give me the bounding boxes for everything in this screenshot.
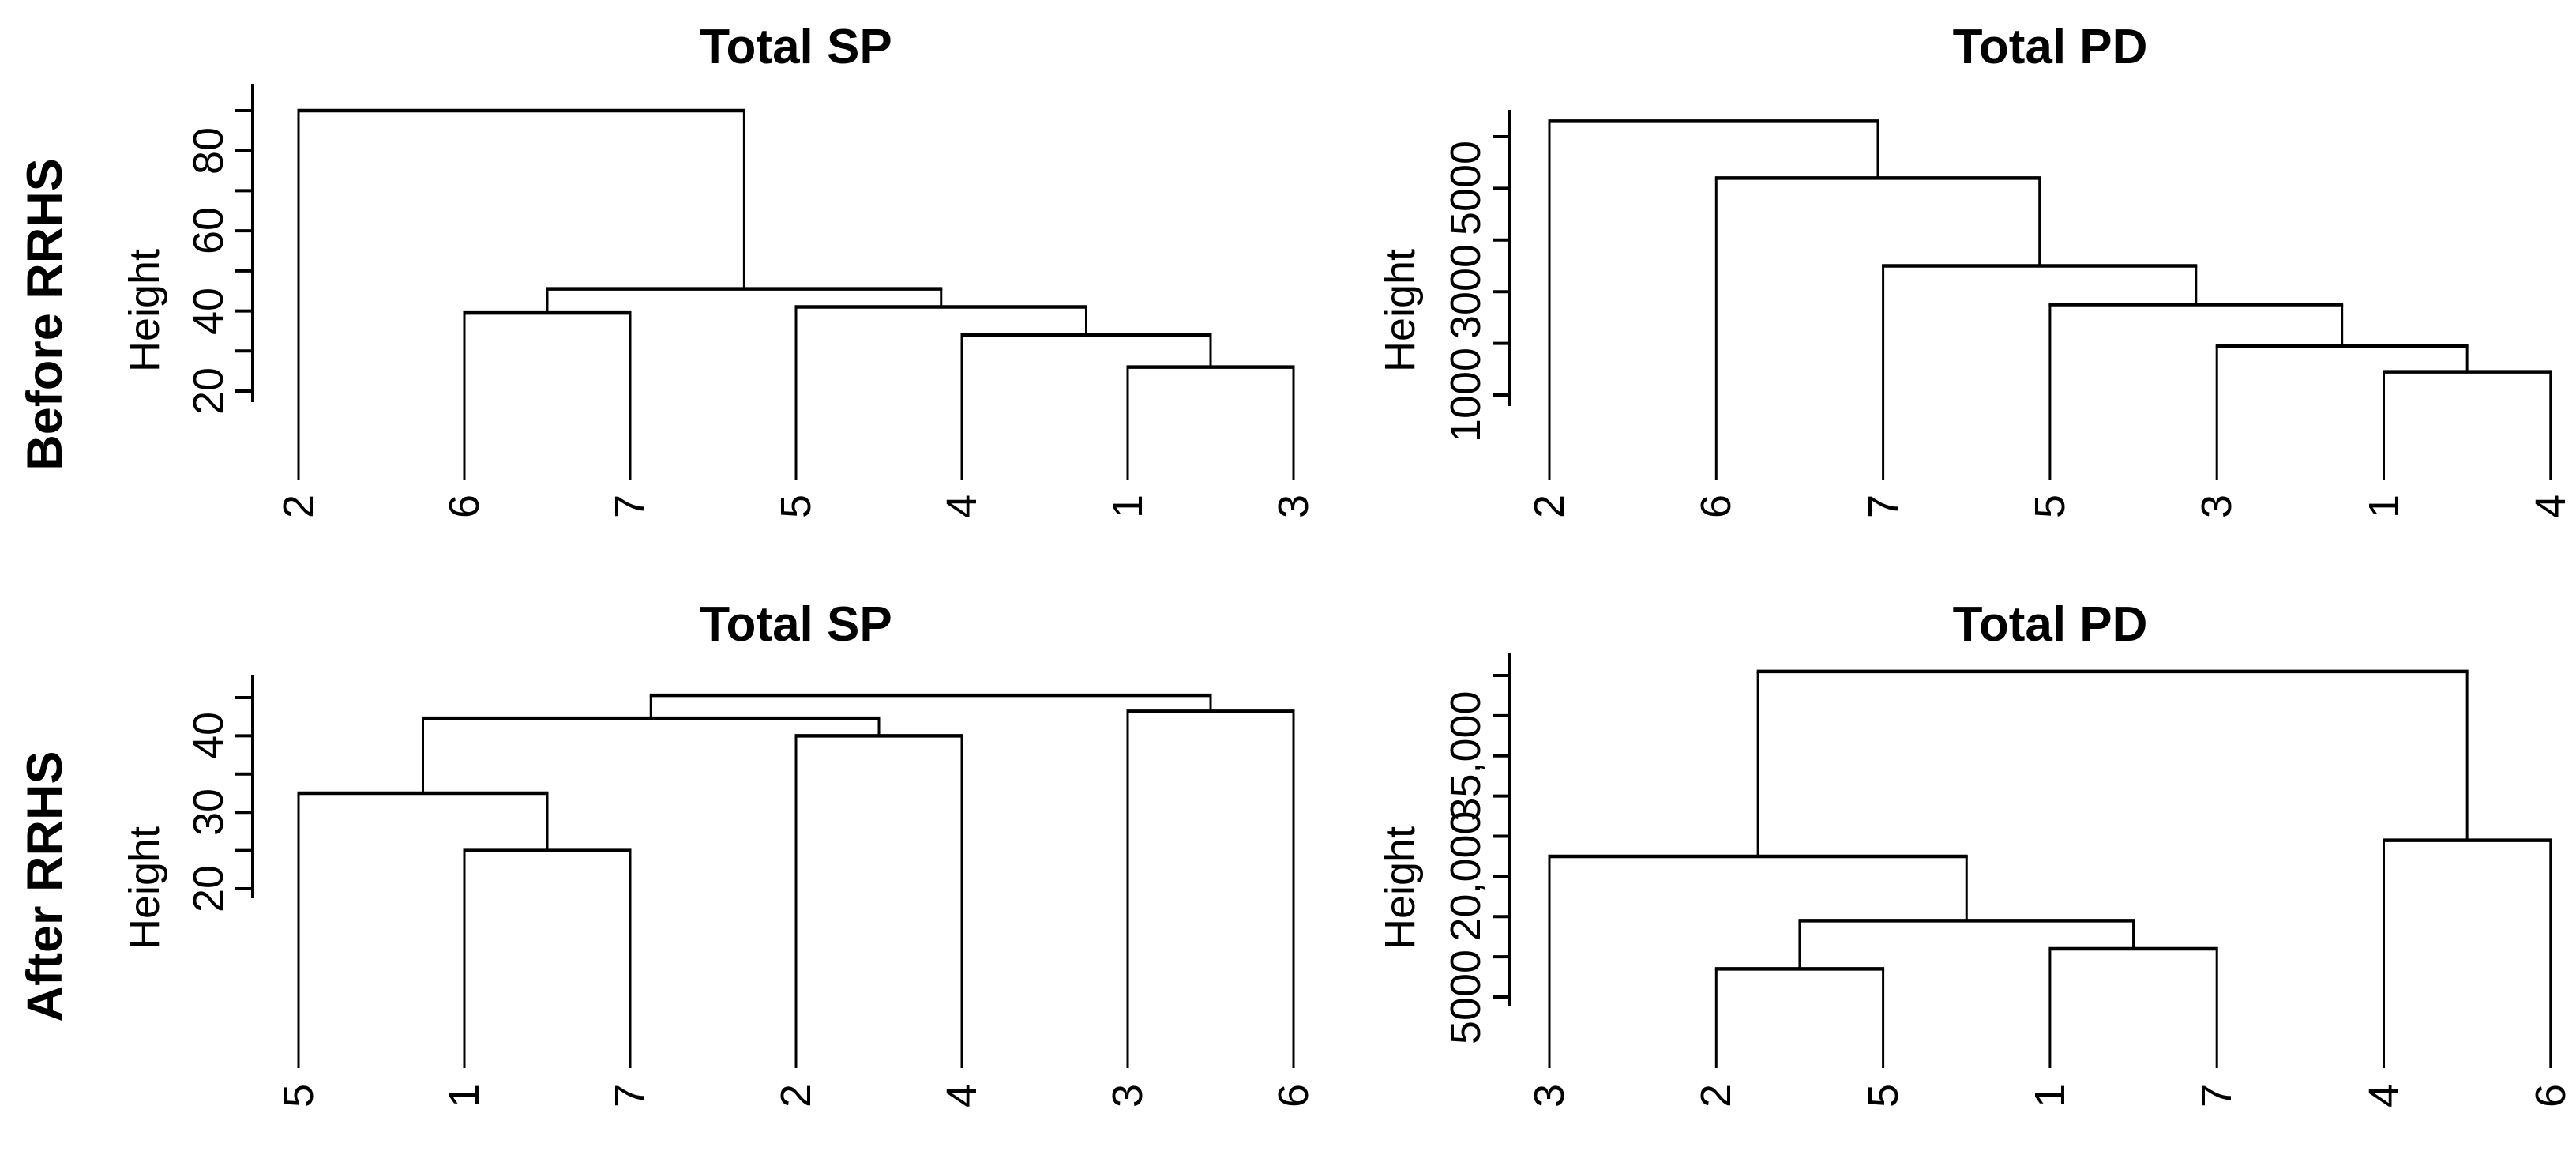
leaf-label-before_pd: 1 [2360, 494, 2408, 519]
y-tick-label-after_sp: 40 [185, 712, 232, 760]
y-axis-title-after-pd: Height [1376, 826, 1424, 950]
leaf-label-after_pd: 1 [2026, 1083, 2074, 1108]
y-axis-title-before-pd: Height [1376, 248, 1424, 373]
row-label-after-rrhs: After RRHS [17, 751, 73, 1022]
y-tick-label-after_pd: 35,000 [1442, 690, 1489, 822]
panel-title-after-total-sp: Total SP [700, 597, 892, 652]
leaf-label-after_pd: 7 [2193, 1083, 2241, 1108]
leaf-label-before_sp: 5 [772, 494, 820, 519]
panel-title-before-total-sp: Total SP [700, 20, 892, 74]
leaf-label-after_sp: 4 [938, 1083, 986, 1108]
y-tick-label-before_sp: 80 [185, 126, 232, 175]
leaf-label-after_pd: 3 [1526, 1083, 1573, 1108]
leaf-label-after_pd: 5 [1859, 1083, 1907, 1108]
panel-title-after-total-pd: Total PD [1952, 597, 2148, 652]
leaf-label-before_pd: 3 [2193, 494, 2241, 519]
leaf-label-before_sp: 4 [938, 494, 986, 519]
leaf-label-after_sp: 7 [606, 1083, 654, 1108]
y-tick-label-after_pd: 20,000 [1442, 811, 1489, 942]
y-tick-label-before_pd: 5000 [1442, 141, 1489, 236]
row-label-before-rrhs: Before RRHS [17, 158, 73, 471]
y-tick-label-after_pd: 5000 [1442, 949, 1489, 1045]
leaf-label-before_pd: 6 [1692, 494, 1740, 519]
leaf-label-after_sp: 3 [1104, 1083, 1151, 1108]
panel-title-before-total-pd: Total PD [1952, 20, 2148, 74]
y-axis-title-after-sp: Height [121, 826, 168, 950]
y-tick-label-after_sp: 20 [185, 864, 232, 913]
leaf-label-before_sp: 3 [1270, 494, 1317, 519]
y-tick-label-before_sp: 20 [185, 367, 232, 416]
leaf-label-before_pd: 4 [2526, 494, 2574, 519]
leaf-label-before_pd: 2 [1526, 494, 1573, 519]
leaf-label-before_pd: 5 [2026, 494, 2074, 519]
leaf-label-before_sp: 2 [275, 494, 322, 519]
leaf-label-after_pd: 2 [1692, 1083, 1740, 1108]
leaf-label-after_sp: 1 [441, 1083, 488, 1108]
leaf-label-after_sp: 6 [1270, 1083, 1317, 1108]
y-tick-label-before_sp: 60 [185, 207, 232, 255]
leaf-label-before_sp: 1 [1104, 494, 1151, 519]
leaf-label-after_sp: 5 [275, 1083, 322, 1108]
leaf-label-after_pd: 6 [2526, 1083, 2574, 1108]
leaf-label-after_pd: 4 [2360, 1083, 2408, 1108]
leaf-label-before_sp: 6 [441, 494, 488, 519]
y-tick-label-before_pd: 3000 [1442, 244, 1489, 340]
y-tick-label-after_sp: 30 [185, 788, 232, 837]
leaf-label-after_sp: 2 [772, 1083, 820, 1108]
y-tick-label-before_pd: 1000 [1442, 347, 1489, 443]
leaf-label-before_sp: 7 [606, 494, 654, 519]
leaf-label-before_pd: 7 [1859, 494, 1907, 519]
y-axis-title-before-sp: Height [121, 248, 168, 373]
y-tick-label-before_sp: 40 [185, 287, 232, 335]
